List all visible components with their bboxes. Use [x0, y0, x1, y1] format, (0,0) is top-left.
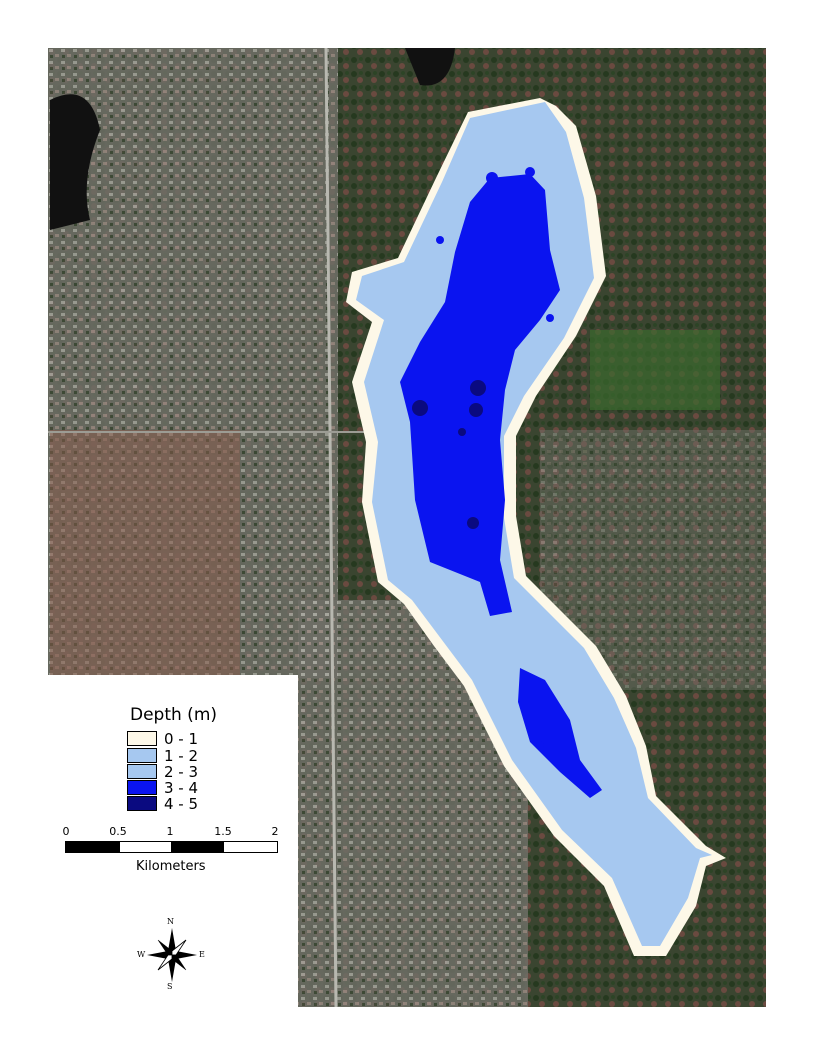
legend-swatch	[127, 748, 157, 763]
legend-label: 4 - 5	[164, 794, 199, 813]
legend-swatch	[127, 764, 157, 779]
scale-tick: 0.5	[109, 825, 127, 838]
legend-item: 4 - 5	[127, 794, 199, 813]
compass-south-label: S	[167, 982, 173, 991]
legend-label: 1 - 2	[164, 746, 199, 765]
compass-east-label: E	[199, 950, 205, 959]
scale-tick: 2	[271, 825, 279, 838]
lake-depth-zones	[346, 98, 726, 956]
scale-bar	[65, 841, 278, 853]
legend-title: Depth (m)	[130, 705, 218, 725]
scale-tick: 1.5	[214, 825, 232, 838]
legend-swatch	[127, 731, 157, 746]
depth-zone-3-4	[400, 174, 602, 798]
compass-west-label: W	[137, 950, 146, 959]
legend-item: 1 - 2	[127, 746, 199, 765]
scale-tick: 0	[62, 825, 70, 838]
map-legend: Depth (m) 0 - 1 1 - 2 2 - 3 3 - 4 4 - 5 …	[48, 675, 298, 1007]
legend-label: 0 - 1	[164, 729, 199, 748]
scale-tick: 1	[166, 825, 174, 838]
satellite-imagery	[48, 47, 766, 1008]
compass-rose-icon	[147, 928, 197, 982]
legend-item: 2 - 3	[127, 762, 199, 781]
legend-swatch	[127, 780, 157, 795]
scale-units: Kilometers	[136, 859, 206, 874]
depth-zone-4-5	[412, 380, 486, 529]
legend-label: 2 - 3	[164, 762, 199, 781]
legend-item: 3 - 4	[127, 778, 199, 797]
legend-label: 3 - 4	[164, 778, 199, 797]
legend-swatch	[127, 796, 157, 811]
legend-item: 0 - 1	[127, 729, 199, 748]
compass-north-label: N	[167, 917, 174, 926]
